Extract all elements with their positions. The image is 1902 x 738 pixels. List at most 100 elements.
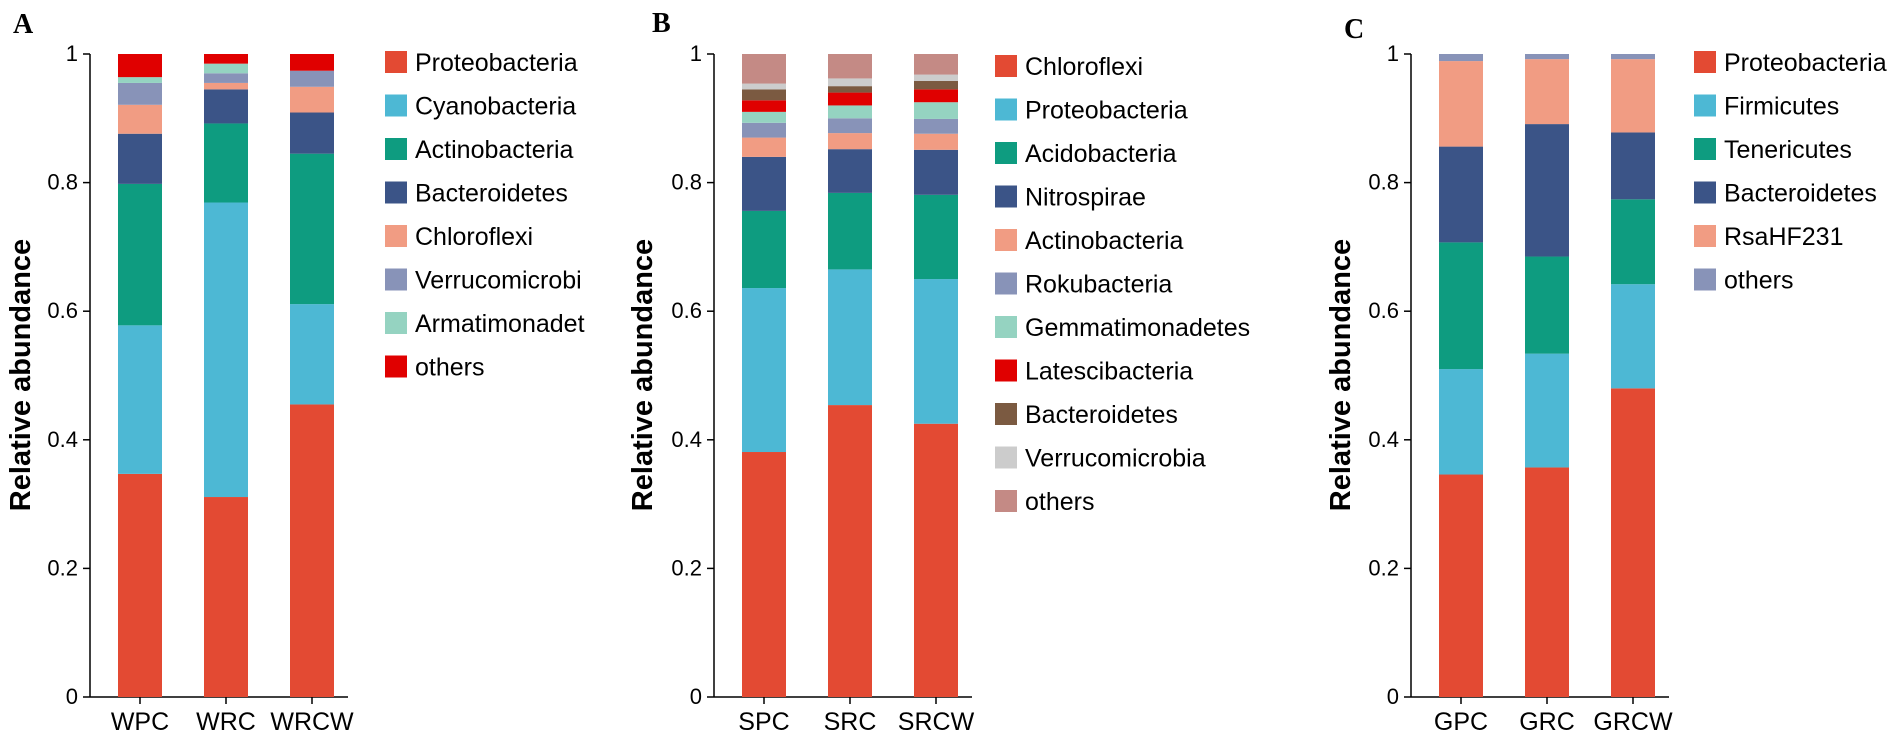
bar-segment-bacteroidetes-grc [1525,124,1569,257]
y-tick-label: 0 [690,684,702,709]
y-axis-label: Relative abundance [627,239,659,511]
bar-segment-gemmatimonadetes-src [828,105,872,119]
y-tick-label: 1 [66,41,78,66]
legend-swatch [385,225,407,247]
bar-segment-others-spc [742,54,786,84]
legend-label: Chloroflexi [415,223,533,251]
bar-segment-nitrospirae-srcw [914,149,958,195]
x-category-label: GRCW [1593,708,1673,736]
bar-segment-others-src [828,54,872,79]
legend-label: Acidobacteria [1025,140,1177,168]
bar-segment-verrucomicrobi-wrc [204,73,248,83]
bar-segment-actinobacteria-src [828,133,872,150]
y-tick-label: 0.8 [671,170,702,195]
legend-label: Armatimonadet [415,310,585,338]
bar-segment-rokubacteria-src [828,118,872,134]
bar-segment-firmicutes-gpc [1439,369,1483,475]
bar-segment-others-wrc [204,54,248,64]
bar-segment-others-grcw [1611,54,1655,60]
legend: Proteobacteria Firmicutes Tenericutes Bacte… [1694,49,1887,295]
legend-swatch [385,312,407,334]
legend-label: others [1025,488,1094,516]
legend-label: Tenericutes [1724,136,1852,164]
legend-swatch [995,359,1017,382]
legend-label: Proteobacteria [1025,97,1188,125]
x-category-label: SRC [824,708,877,736]
bar-segment-gemmatimonadetes-srcw [914,102,958,119]
y-tick-label: 0.8 [47,170,78,195]
bar-segment-others-wrcw [290,54,334,71]
legend-label: Bacteroidetes [1025,401,1178,429]
y-axis-label: Relative abundance [5,239,37,511]
legend-swatch [385,138,407,160]
legend-label: others [1724,267,1793,295]
legend-swatch [385,355,407,378]
bar-segment-rokubacteria-spc [742,122,786,138]
legend-swatch [1694,94,1716,117]
bar-segment-cyanobacteria-wpc [118,325,162,474]
bar-segment-bacteroidetes-gpc [1439,146,1483,243]
legend-label: Bacteroidetes [415,180,568,208]
x-category-label: GPC [1434,708,1488,736]
bar-segment-rokubacteria-srcw [914,118,958,134]
bar-segment-nitrospirae-src [828,149,872,193]
bar-segment-bacteroidetes-srcw [914,81,958,90]
bar-segment-actinobacteria-srcw [914,133,958,150]
legend-label: Firmicutes [1724,93,1839,121]
bar-segment-actinobacteria-wrc [204,123,248,203]
legend-label: Proteobacteria [415,49,578,77]
legend-swatch [995,55,1017,77]
legend-label: Verrucomicrobi [415,267,582,295]
chart-panel-B: B Relative abundance 0 0.2 0.4 0.6 0.8 1 SPC SRC S… [627,8,1250,736]
bar-segment-chloroflexi-spc [742,452,786,697]
bar-segment-tenericutes-grcw [1611,199,1655,285]
bar-segment-bacteroidetes-wpc [118,133,162,184]
bar-segment-chloroflexi-srcw [914,423,958,697]
bar-segment-verrucomicrobi-wpc [118,82,162,105]
y-tick-label: 0.4 [671,427,702,452]
panel-label: A [13,9,34,40]
legend-label: Nitrospirae [1025,184,1146,212]
bar-segment-verrucomicrobia-src [828,78,872,87]
bar-segment-others-grc [1525,54,1569,60]
bar-segment-bacteroidetes-wrcw [290,112,334,154]
legend-label: Actinobacteria [415,136,574,164]
legend-label: Rokubacteria [1025,271,1172,299]
bar-segment-armatimonadet-wrc [204,63,248,74]
legend-label: Cyanobacteria [415,93,576,121]
bar-segment-gemmatimonadetes-spc [742,111,786,123]
bar-segment-rsahf231-grc [1525,59,1569,125]
x-category-label: SRCW [898,708,975,736]
bar-segment-actinobacteria-wrcw [290,153,334,305]
legend-swatch [1694,138,1716,160]
bar-segment-others-gpc [1439,54,1483,62]
y-tick-label: 0.2 [1368,555,1399,580]
bar-segment-armatimonadet-wpc [118,77,162,83]
y-tick-label: 0 [1387,684,1399,709]
legend-swatch [995,229,1017,251]
bar-segment-proteobacteria-srcw [914,279,958,424]
bar-segment-cyanobacteria-wrcw [290,304,334,405]
legend-label: Actinobacteria [1025,227,1184,255]
bar-segment-proteobacteria-src [828,269,872,406]
y-tick-label: 0.6 [47,298,78,323]
legend-label: Verrucomicrobia [1025,445,1206,473]
legend-swatch [385,94,407,117]
bar-segment-others-wpc [118,54,162,78]
bar-segment-actinobacteria-wpc [118,183,162,326]
bar-segment-acidobacteria-src [828,192,872,270]
y-tick-label: 0.4 [47,427,78,452]
bar-segment-latescibacteria-srcw [914,89,958,103]
y-tick-label: 0.2 [671,555,702,580]
bar-segment-rsahf231-gpc [1439,61,1483,147]
legend-label: Chloroflexi [1025,53,1143,81]
legend-label: RsaHF231 [1724,223,1844,251]
legend-swatch [995,142,1017,164]
bar-segment-firmicutes-grc [1525,353,1569,468]
bar-segment-latescibacteria-src [828,92,872,106]
y-tick-label: 0 [66,684,78,709]
y-tick-label: 1 [1387,41,1399,66]
bar-segment-proteobacteria-wrc [204,497,248,697]
legend: Chloroflexi Proteobacteria Acidobacteria Ni… [995,53,1250,516]
bar-segment-cyanobacteria-wrc [204,202,248,498]
